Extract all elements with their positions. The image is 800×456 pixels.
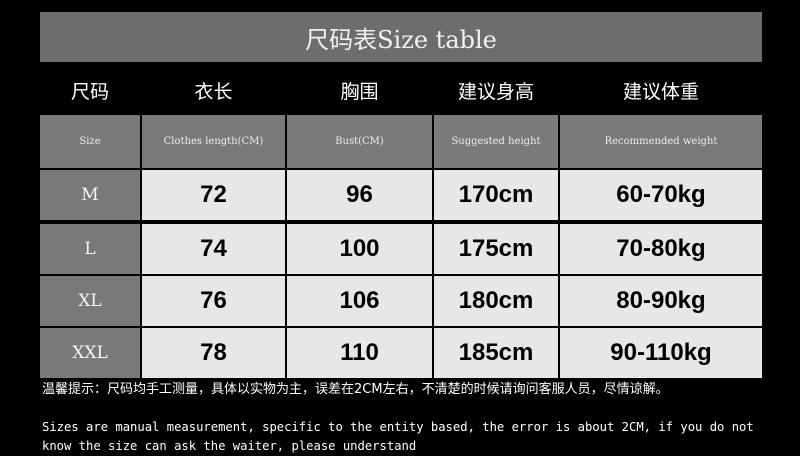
note-cn: 温馨提示：尺码均手工测量，具体以实物为主，误差在2CM左右，不清楚的时候请询问客… — [42, 382, 669, 397]
size-cell: XXL — [40, 328, 140, 378]
value-cell: 180cm — [434, 276, 558, 326]
title: 尺码表Size table — [40, 12, 762, 62]
size-cell: M — [40, 170, 140, 220]
value-cell: 185cm — [434, 328, 558, 378]
value-cell: 74 — [142, 224, 285, 274]
column-header-cn: 胸围 — [340, 80, 379, 103]
column-header-cn: 建议体重 — [622, 80, 699, 103]
size-cell: XL — [40, 276, 140, 326]
value-cell: 70-80kg — [560, 224, 762, 274]
table-header-cell: Recommended weight — [560, 115, 762, 168]
table-header-cell: Clothes length(CM) — [142, 115, 285, 168]
column-header-cn: 建议身高 — [457, 80, 534, 103]
value-cell: 96 — [287, 170, 432, 220]
value-cell: 170cm — [434, 170, 558, 220]
value-cell: 175cm — [434, 224, 558, 274]
value-cell: 78 — [142, 328, 285, 378]
value-cell: 72 — [142, 170, 285, 220]
value-cell: 80-90kg — [560, 276, 762, 326]
note-en: Sizes are manual measurement, specific t… — [42, 420, 754, 453]
value-cell: 90-110kg — [560, 328, 762, 378]
value-cell: 100 — [287, 224, 432, 274]
table-header-cell: Bust(CM) — [287, 115, 432, 168]
column-header-cn: 尺码 — [70, 80, 109, 103]
table-header-cell: Suggested height — [434, 115, 558, 168]
value-cell: 76 — [142, 276, 285, 326]
value-cell: 60-70kg — [560, 170, 762, 220]
value-cell: 106 — [287, 276, 432, 326]
table-header-cell: Size — [40, 115, 140, 168]
size-cell: L — [40, 224, 140, 274]
column-header-cn: 衣长 — [194, 80, 233, 103]
value-cell: 110 — [287, 328, 432, 378]
